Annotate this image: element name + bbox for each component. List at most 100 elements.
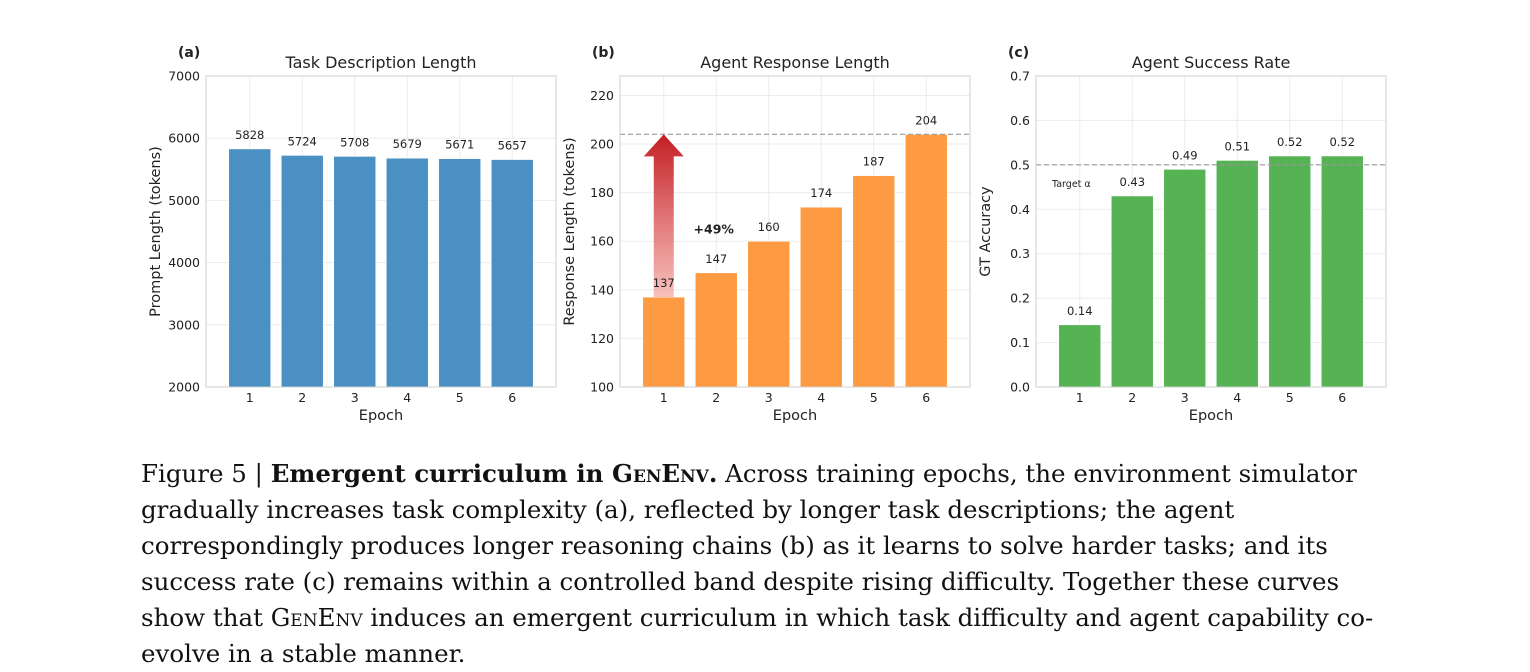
bar: [1058, 324, 1102, 388]
x-axis-label: Epoch: [773, 408, 817, 424]
y-tick-label: 160: [590, 234, 614, 249]
x-tick-label: 3: [1181, 390, 1189, 405]
x-tick-label: 4: [1233, 390, 1241, 405]
plot-frame: [619, 75, 971, 388]
data-label: 5671: [445, 138, 474, 152]
y-tick-label: 100: [590, 380, 614, 395]
y-tick-label: 0.7: [1010, 69, 1030, 84]
bar: [904, 134, 948, 388]
data-label: 147: [705, 252, 727, 266]
caption-lead-prefix: Emergent curriculum in: [270, 459, 613, 488]
data-label: 187: [863, 155, 885, 169]
y-tick-label: 0.2: [1010, 291, 1030, 306]
data-label: 0.43: [1119, 175, 1145, 189]
chart-title: Agent Success Rate: [1132, 53, 1291, 72]
y-tick-label: 220: [590, 88, 614, 103]
panel-label: (c): [1008, 45, 1029, 61]
y-tick-label: 140: [590, 282, 614, 297]
caption-figure-label: Figure 5 |: [141, 459, 263, 488]
bar: [228, 148, 272, 388]
chart-title: Agent Response Length: [700, 53, 890, 72]
bar: [1163, 169, 1207, 388]
bar: [490, 159, 534, 388]
data-label: 5724: [288, 134, 317, 148]
bar: [280, 155, 324, 388]
bar: [385, 157, 429, 388]
chart-title: Task Description Length: [284, 53, 476, 72]
x-tick-label: 4: [403, 390, 411, 405]
y-tick-label: 6000: [168, 131, 200, 146]
data-label: 174: [810, 186, 832, 200]
y-tick-label: 0.1: [1010, 335, 1030, 350]
y-tick-label: 7000: [168, 69, 200, 84]
y-tick-label: 0.6: [1010, 113, 1030, 128]
y-tick-label: 0.4: [1010, 202, 1030, 217]
x-tick-label: 2: [712, 390, 720, 405]
caption-text-1: Across training epochs, the environment …: [141, 459, 1357, 632]
x-tick-label: 1: [1076, 390, 1084, 405]
increase-label: +49%: [694, 222, 735, 237]
y-tick-label: 0.0: [1010, 380, 1030, 395]
x-axis-label: Epoch: [359, 408, 403, 424]
y-tick-label: 120: [590, 331, 614, 346]
bar: [1320, 155, 1364, 388]
data-label: 0.52: [1277, 135, 1303, 149]
bar: [694, 272, 738, 388]
plot-frame: [205, 75, 557, 388]
y-axis-label: Response Length (tokens): [562, 137, 578, 325]
x-tick-label: 5: [870, 390, 878, 405]
panel-label: (b): [592, 45, 615, 61]
figure-caption: Figure 5 | Emergent curriculum in GenEnv…: [141, 456, 1403, 672]
y-axis-label: Prompt Length (tokens): [148, 146, 164, 317]
x-tick-label: 5: [456, 390, 464, 405]
bar: [1110, 195, 1154, 388]
x-axis-label: Epoch: [1189, 408, 1233, 424]
bar: [1268, 155, 1312, 388]
x-tick-label: 1: [660, 390, 668, 405]
x-tick-label: 1: [246, 390, 254, 405]
chart-panel-2: +49% 137 147 160 174 187 204 100 120 140 160 180 200…: [562, 45, 971, 424]
increase-arrow-icon: [643, 134, 684, 298]
data-label: 0.49: [1172, 148, 1198, 162]
chart-panel-3: Target α0.140.430.490.51 0.52 0.520.00.10.…: [978, 45, 1387, 424]
data-label: 137: [653, 276, 675, 290]
data-label: 5679: [393, 137, 422, 151]
x-tick-label: 6: [1338, 390, 1346, 405]
bar: [333, 156, 377, 388]
y-tick-label: 5000: [168, 193, 200, 208]
bar: [1215, 160, 1259, 388]
data-label: 0.52: [1329, 135, 1355, 149]
data-label: 0.51: [1224, 139, 1250, 153]
x-tick-label: 3: [351, 390, 359, 405]
x-tick-label: 6: [922, 390, 930, 405]
caption-text-2: induces an emergent curriculum in which …: [141, 603, 1374, 668]
y-tick-label: 0.5: [1010, 157, 1030, 172]
y-axis-label: GT Accuracy: [978, 186, 994, 277]
figure-charts: 5828 5724 5708 5679 5671 5657 2000 3000 4000 5000…: [148, 45, 1387, 424]
data-label: 204: [915, 113, 937, 127]
x-tick-label: 2: [1128, 390, 1136, 405]
y-tick-label: 4000: [168, 255, 200, 270]
bar: [852, 175, 896, 388]
data-label: 0.14: [1067, 304, 1093, 318]
y-tick-label: 2000: [168, 380, 200, 395]
data-label: 5828: [235, 128, 264, 142]
chart-panel-1: 5828 5724 5708 5679 5671 5657 2000 3000 4000 5000…: [148, 45, 557, 424]
data-label: 5657: [498, 139, 527, 153]
bar: [642, 296, 686, 388]
bar: [747, 240, 791, 388]
reference-label: Target α: [1051, 179, 1091, 190]
y-tick-label: 180: [590, 185, 614, 200]
plot-frame: [1035, 75, 1387, 388]
caption-lead-name: GenEnv.: [612, 459, 718, 488]
data-label: 5708: [340, 135, 369, 149]
x-tick-label: 4: [817, 390, 825, 405]
bar: [438, 158, 482, 388]
caption-lead: Emergent curriculum in GenEnv.: [271, 459, 718, 488]
y-tick-label: 200: [590, 137, 614, 152]
x-tick-label: 6: [508, 390, 516, 405]
y-tick-label: 3000: [168, 317, 200, 332]
panel-label: (a): [178, 45, 200, 61]
data-label: 160: [758, 220, 780, 234]
x-tick-label: 3: [765, 390, 773, 405]
